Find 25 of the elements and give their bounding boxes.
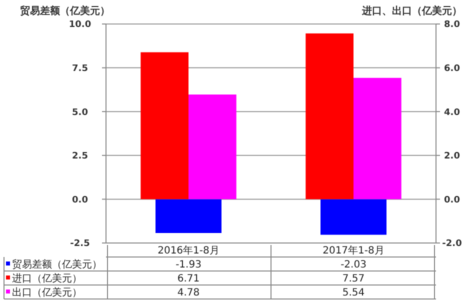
data-label: 7.57	[342, 274, 365, 284]
y-tick-label: 5.0	[72, 108, 88, 118]
y2-tick-label: 0.0	[444, 195, 460, 206]
y-tick-label: 2.5	[72, 152, 88, 162]
y-axis-title: 贸易差额（亿美元）	[20, 5, 110, 17]
y-tick-label: 10.0	[68, 20, 92, 30]
legend-label: 出口（亿美元）	[12, 286, 82, 298]
data-label: -1.93	[176, 260, 202, 270]
y-tick-label: 7.5	[72, 64, 88, 74]
data-label: 4.78	[177, 288, 200, 298]
data-label: -2.03	[340, 260, 366, 270]
y2-tick-label: 4.0	[444, 108, 460, 118]
y2-tick-label: 6.0	[444, 64, 460, 74]
y2-tick-label: -2.0	[442, 239, 462, 250]
data-label: 6.71	[177, 274, 200, 284]
y-tick-label: 0.0	[72, 195, 88, 206]
y2-axis-title: 进口、出口（亿美元）	[361, 5, 462, 17]
y-tick-label: -2.5	[70, 239, 90, 250]
y2-tick-label: 8.0	[444, 20, 460, 30]
legend-label: 进口（亿美元）	[12, 272, 82, 284]
legend-label: 贸易差额（亿美元）	[12, 258, 102, 270]
x-tick-label: 2017年1-8月	[322, 244, 384, 256]
data-label: 5.54	[342, 288, 365, 298]
x-tick-label: 2016年1-8月	[158, 244, 220, 256]
y2-tick-label: 2.0	[444, 152, 460, 162]
